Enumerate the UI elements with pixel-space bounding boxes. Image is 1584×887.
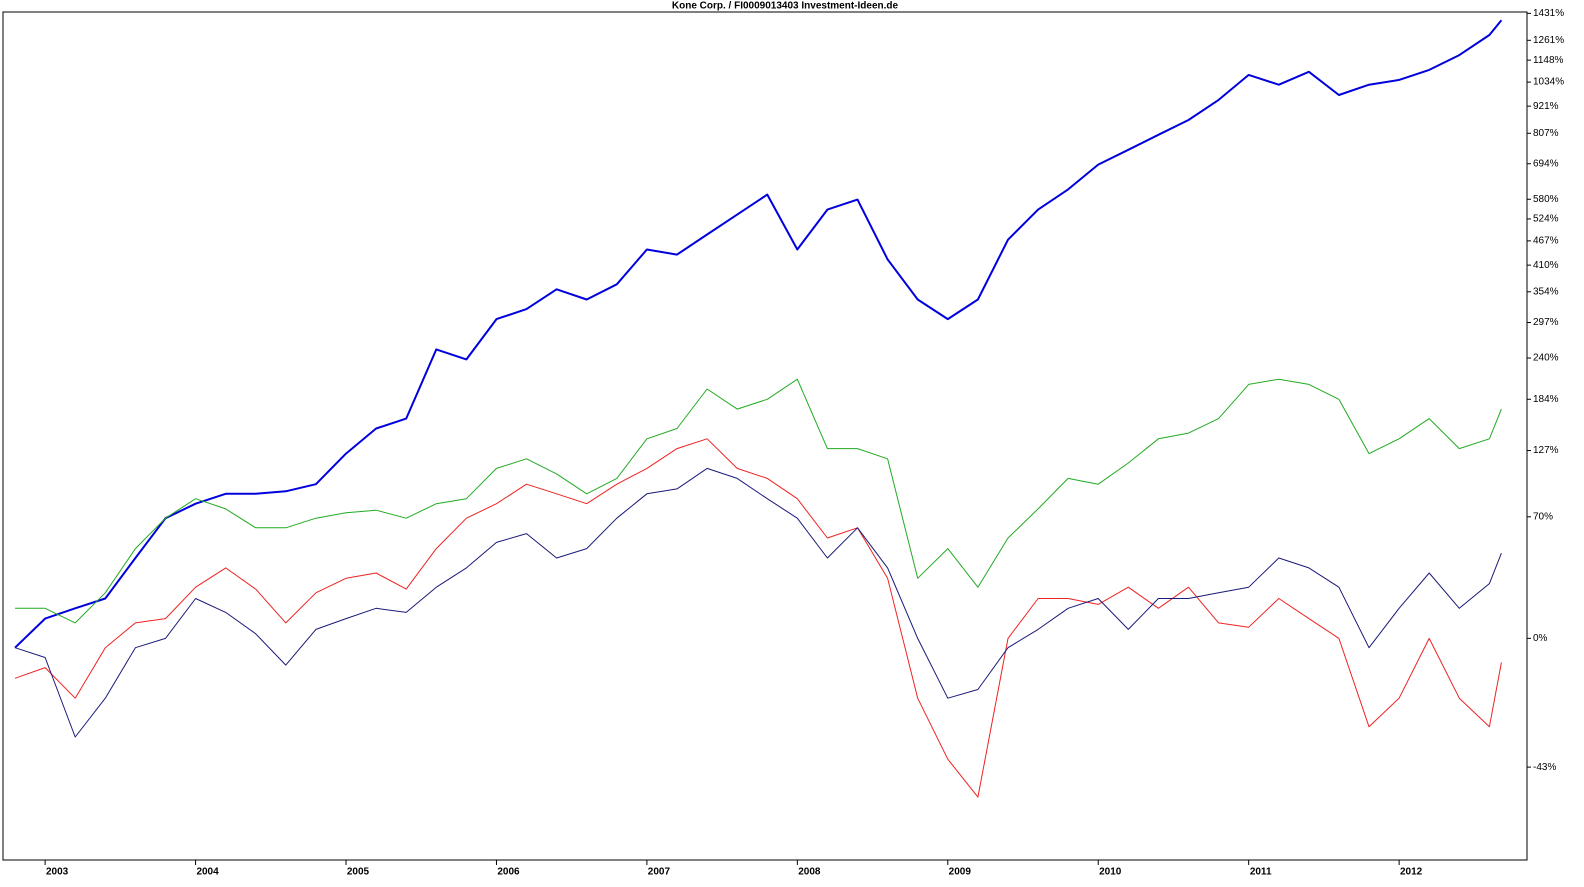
plot-frame [2, 11, 1528, 861]
x-tick-label: 2006 [497, 867, 520, 878]
x-tick-label: 2010 [1099, 867, 1122, 878]
chart-title: Kone Corp. / FI0009013403 Investment-Ide… [672, 1, 899, 12]
y-tick-label: 0% [1533, 633, 1548, 644]
y-tick-label: 1261% [1533, 35, 1564, 46]
y-tick-label: 807% [1533, 128, 1559, 139]
y-tick-label: 467% [1533, 236, 1559, 247]
y-tick-label: 127% [1533, 445, 1559, 456]
y-tick-label: 184% [1533, 394, 1559, 405]
series-line [14, 467, 1502, 738]
x-tick-label: 2005 [347, 867, 370, 878]
y-tick-label: 524% [1533, 214, 1559, 225]
x-tick-label: 2003 [46, 867, 69, 878]
y-tick-label: 921% [1533, 101, 1559, 112]
y-tick-label: 70% [1533, 511, 1553, 522]
y-tick-label: 297% [1533, 317, 1559, 328]
x-tick-label: 2009 [949, 867, 972, 878]
y-tick-label: 410% [1533, 260, 1559, 271]
series-line [14, 438, 1502, 798]
series-line [15, 378, 1502, 624]
y-tick-label: 1431% [1533, 8, 1564, 19]
y-tick-label: -43% [1533, 762, 1556, 773]
x-tick-label: 2012 [1400, 867, 1423, 878]
y-tick-label: 1034% [1533, 77, 1564, 88]
y-tick-label: 240% [1533, 353, 1559, 364]
y-tick-label: 354% [1533, 286, 1559, 297]
x-tick-label: 2004 [196, 867, 219, 878]
y-tick-label: 1148% [1533, 55, 1564, 66]
y-tick-label: 580% [1533, 194, 1559, 205]
series-line [14, 19, 1503, 649]
x-tick-label: 2011 [1250, 867, 1272, 878]
y-tick-label: 694% [1533, 158, 1559, 169]
x-tick-label: 2008 [798, 867, 821, 878]
x-tick-label: 2007 [648, 867, 671, 878]
